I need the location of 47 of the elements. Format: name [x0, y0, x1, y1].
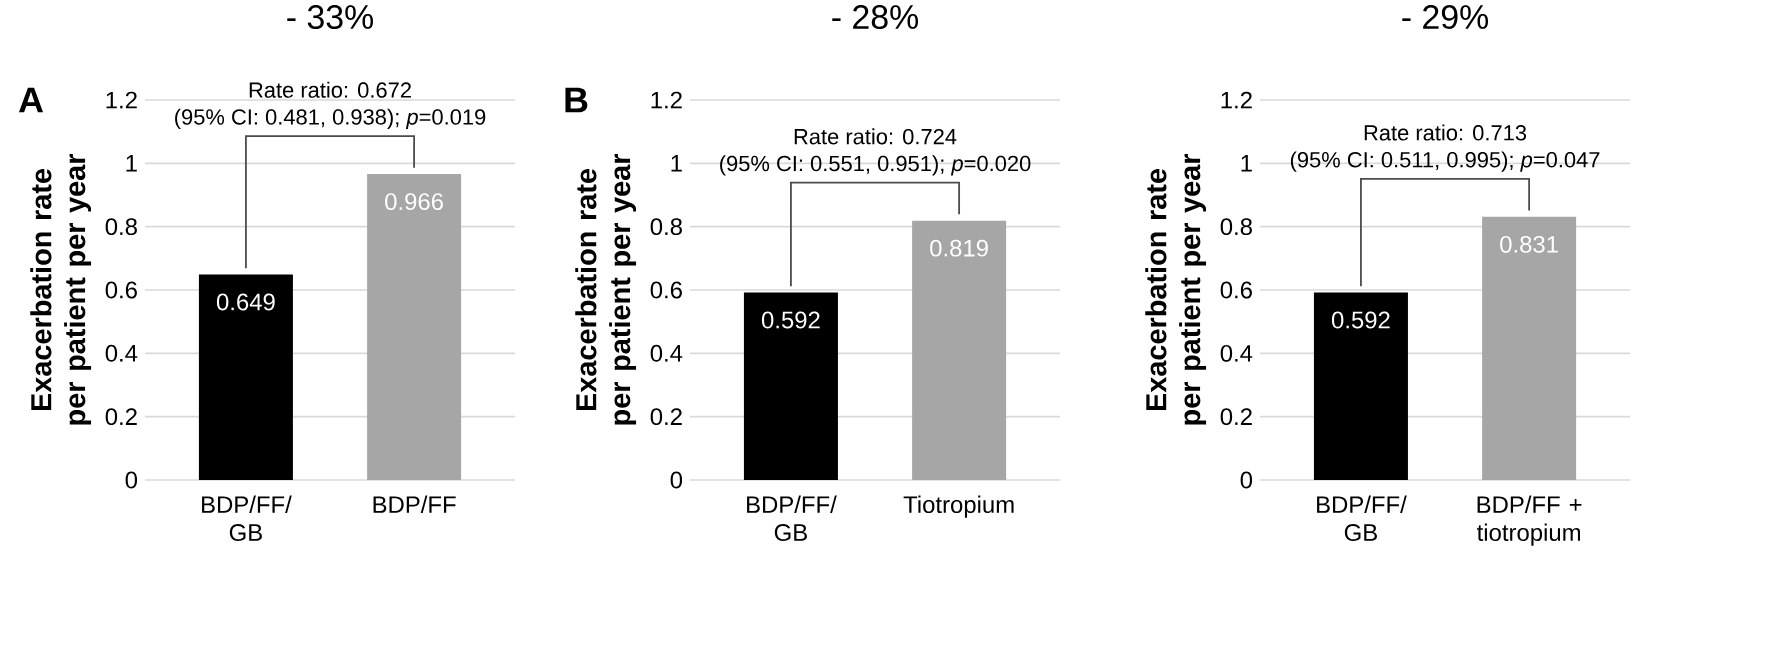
x-tick-label: Tiotropium — [903, 495, 1014, 518]
data-label: 0.819 — [930, 239, 988, 257]
data-label: 0.831 — [1500, 235, 1558, 253]
y-tick-label: 0.4 — [650, 344, 683, 362]
y-tick-label: 0 — [670, 471, 683, 489]
data-label: 0.592 — [1331, 311, 1390, 329]
y-tick-label: 1 — [671, 155, 682, 172]
y-axis-title: Exacerbation rate per patient per year — [30, 153, 92, 425]
text: A — [18, 87, 44, 113]
y-tick-label: 0.4 — [1220, 344, 1253, 362]
y-tick-label: 1 — [126, 155, 137, 172]
y-tick-label: 0.2 — [650, 408, 682, 426]
y-tick-label: 0.6 — [105, 281, 137, 299]
y-axis-title: Exacerbation rate per patient per year — [1145, 154, 1207, 425]
y-tick-label: 0.8 — [105, 218, 137, 236]
data-label: 0.592 — [761, 311, 820, 329]
y-tick-label: 0.2 — [105, 408, 137, 426]
annotation: (95% CI: 0.481, 0.938); p=0.019 — [175, 108, 486, 130]
x-tick-label: BDP/FF/ GB — [1317, 495, 1407, 541]
annotation: Rate ratio: 0.713 — [1364, 124, 1527, 141]
y-tick-label: 0.4 — [105, 344, 138, 362]
chart-title: - 28% — [832, 5, 919, 30]
chart-title: - 29% — [1402, 5, 1489, 30]
annotation: (95% CI: 0.551, 0.951); p=0.020 — [720, 155, 1031, 176]
y-tick-label: 1 — [1241, 155, 1252, 172]
y-tick-label: 0.6 — [1220, 281, 1252, 299]
y-tick-label: 1.2 — [106, 91, 137, 109]
y-tick-label: 0.6 — [650, 281, 682, 299]
x-tick-label: BDP/FF — [373, 495, 456, 514]
data-label: 0.966 — [385, 193, 443, 211]
x-tick-label: BDP/FF/ GB — [747, 495, 837, 541]
annotation: (95% CI: 0.511, 0.995); p=0.047 — [1290, 151, 1600, 172]
x-tick-label: BDP/FF + tiotropium — [1477, 495, 1582, 546]
y-tick-label: 0.8 — [650, 218, 682, 236]
y-axis-title: Exacerbation rate per patient per year — [575, 153, 637, 425]
y-tick-label: 0 — [125, 471, 138, 489]
y-tick-label: 0 — [1240, 471, 1253, 489]
data-label: 0.649 — [216, 293, 275, 311]
y-tick-label: 0.8 — [1220, 218, 1252, 236]
text: Rate ratio: 0.672 — [249, 81, 411, 98]
text: B — [565, 87, 588, 113]
chart-title: - 33% — [287, 5, 373, 30]
y-tick-label: 1.2 — [651, 91, 682, 109]
x-tick-label: BDP/FF/ GB — [202, 495, 292, 541]
y-tick-label: 1.2 — [1221, 91, 1252, 109]
y-tick-label: 0.2 — [1220, 408, 1252, 426]
annotation: Rate ratio: 0.724 — [794, 128, 957, 145]
